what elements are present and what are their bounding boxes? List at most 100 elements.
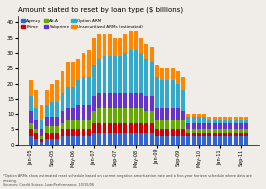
Bar [97, 59, 101, 93]
Bar [113, 108, 117, 123]
Bar [139, 108, 143, 123]
Bar [40, 136, 43, 139]
Bar [118, 93, 122, 108]
Bar [192, 132, 196, 136]
Bar [129, 31, 133, 50]
Bar [81, 136, 85, 145]
Bar [76, 105, 80, 120]
Bar [61, 93, 64, 111]
Bar [160, 81, 164, 108]
Bar [218, 132, 222, 136]
Bar [239, 120, 243, 123]
Bar [197, 123, 201, 129]
Bar [228, 120, 232, 123]
Bar [134, 132, 138, 145]
Bar [218, 136, 222, 145]
Bar [139, 53, 143, 93]
Bar [144, 123, 148, 132]
Bar [40, 139, 43, 142]
Bar [150, 96, 154, 111]
Bar [71, 120, 75, 129]
Bar [45, 139, 49, 145]
Bar [165, 120, 169, 129]
Bar [87, 77, 91, 105]
Bar [207, 120, 211, 123]
Bar [81, 120, 85, 129]
Bar [61, 71, 64, 93]
Bar [244, 117, 248, 120]
Bar [45, 90, 49, 105]
Bar [66, 120, 70, 129]
Bar [228, 129, 232, 132]
Bar [40, 120, 43, 129]
Bar [40, 105, 43, 120]
Bar [97, 123, 101, 132]
Bar [202, 129, 206, 132]
Bar [102, 34, 106, 56]
Bar [108, 108, 112, 123]
Bar [176, 136, 180, 145]
Bar [228, 123, 232, 129]
Bar [239, 136, 243, 145]
Bar [87, 105, 91, 120]
Bar [71, 62, 75, 87]
Bar [92, 38, 96, 65]
Bar [186, 117, 190, 123]
Bar [55, 132, 59, 139]
Bar [50, 117, 54, 126]
Bar [150, 111, 154, 123]
Bar [197, 129, 201, 132]
Bar [244, 136, 248, 145]
Bar [92, 65, 96, 96]
Bar [165, 108, 169, 120]
Bar [134, 93, 138, 108]
Bar [113, 38, 117, 56]
Bar [155, 136, 159, 145]
Bar [176, 71, 180, 84]
Bar [97, 34, 101, 59]
Bar [207, 136, 211, 145]
Bar [234, 117, 238, 120]
Bar [71, 108, 75, 120]
Bar [239, 123, 243, 129]
Bar [118, 123, 122, 132]
Bar [223, 129, 227, 132]
Bar [87, 50, 91, 77]
Bar [61, 111, 64, 123]
Bar [55, 126, 59, 132]
Text: *Option ARMs show estimated reset schedule based on current negative amortizatio: *Option ARMs show estimated reset schedu… [3, 174, 251, 187]
Bar [129, 132, 133, 145]
Bar [45, 132, 49, 139]
Bar [228, 117, 232, 120]
Bar [34, 139, 38, 145]
Bar [66, 108, 70, 120]
Bar [171, 68, 175, 81]
Bar [45, 126, 49, 132]
Bar [181, 111, 185, 120]
Bar [34, 90, 38, 108]
Bar [34, 129, 38, 132]
Bar [66, 87, 70, 108]
Bar [181, 77, 185, 90]
Bar [155, 65, 159, 77]
Bar [197, 117, 201, 123]
Bar [155, 120, 159, 129]
Bar [129, 50, 133, 93]
Bar [45, 117, 49, 126]
Bar [123, 123, 127, 132]
Bar [50, 84, 54, 102]
Bar [92, 111, 96, 123]
Bar [97, 93, 101, 108]
Bar [29, 111, 33, 123]
Bar [108, 34, 112, 56]
Bar [228, 136, 232, 145]
Bar [186, 123, 190, 129]
Bar [108, 132, 112, 145]
Bar [239, 129, 243, 132]
Bar [176, 84, 180, 108]
Bar [45, 105, 49, 117]
Bar [244, 120, 248, 123]
Bar [150, 62, 154, 96]
Bar [160, 129, 164, 136]
Bar [34, 132, 38, 139]
